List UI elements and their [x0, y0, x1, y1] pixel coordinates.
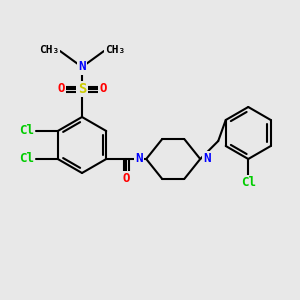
Text: Cl: Cl	[241, 176, 256, 190]
Text: CH₃: CH₃	[39, 45, 59, 55]
Text: S: S	[78, 82, 86, 96]
Text: N: N	[136, 152, 143, 166]
Text: CH₃: CH₃	[105, 45, 125, 55]
Text: N: N	[203, 152, 211, 166]
Text: O: O	[57, 82, 65, 95]
Text: O: O	[122, 172, 130, 185]
Text: N: N	[78, 61, 86, 74]
Text: Cl: Cl	[19, 152, 34, 166]
Text: Cl: Cl	[19, 124, 34, 137]
Text: O: O	[99, 82, 107, 95]
